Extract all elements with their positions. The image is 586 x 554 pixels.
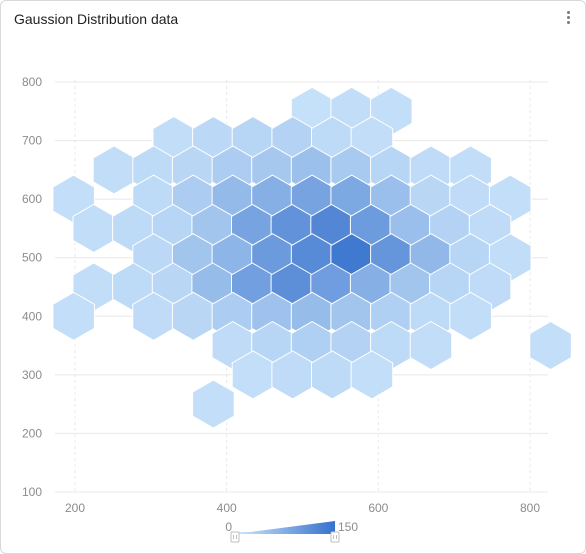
y-tick-label: 200 [22,426,42,440]
y-tick-label: 300 [22,368,42,382]
y-tick-label: 600 [22,192,42,206]
y-tick-label: 700 [22,134,42,148]
hex-bin [350,350,394,400]
legend-handle-min[interactable] [230,531,240,543]
legend-handle-max[interactable] [330,531,340,543]
hex-bin [529,321,572,371]
hex-bin [192,379,235,429]
hex-bin [449,291,492,341]
hex-bin [52,291,95,341]
color-legend: 0 150 [225,520,358,543]
legend-gradient-wedge [235,521,335,534]
axis-layer: 100 200 300 400 500 600 700 800 200 400 600 800 [22,75,540,515]
y-tick-label: 400 [22,309,42,323]
y-tick-label: 800 [22,75,42,89]
more-vertical-icon[interactable] [563,11,573,27]
x-tick-label: 800 [520,501,540,515]
x-tick-label: 200 [65,501,85,515]
x-tick-label: 400 [217,501,237,515]
legend-min-label: 0 [225,520,232,534]
legend-gradient-bar [235,532,335,534]
y-tick-label: 100 [22,485,42,499]
hex-bin [409,321,453,371]
card-title: Gaussion Distribution data [14,11,179,27]
legend-max-label: 150 [338,520,358,534]
x-tick-label: 600 [368,501,388,515]
hex-bin [92,145,136,195]
hex-layer [52,86,572,429]
y-tick-label: 500 [22,251,42,265]
